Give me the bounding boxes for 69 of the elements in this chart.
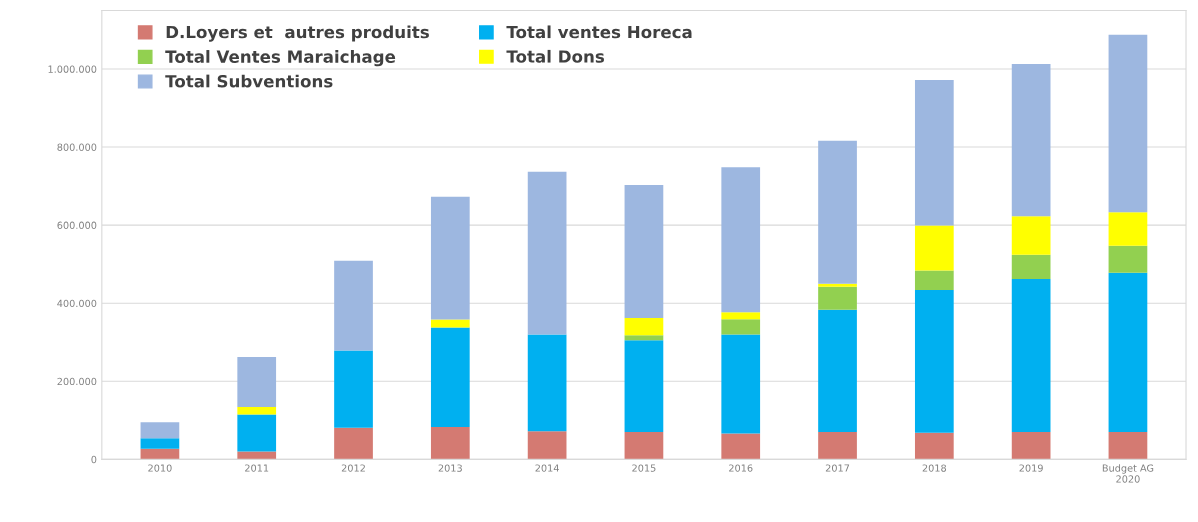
bar (914, 289, 954, 433)
y-tick-label: 400.000 (57, 299, 97, 308)
x-tick-label: 2017 (825, 464, 850, 472)
bar (527, 431, 567, 460)
bar (914, 79, 954, 226)
bar (237, 357, 277, 408)
bar (334, 427, 373, 460)
x-tick-label: 2013 (438, 464, 462, 472)
x-tick-label: 2015 (632, 464, 656, 472)
x-tick-label: 2010 (148, 464, 172, 472)
y-tick-label: 600.000 (57, 221, 97, 229)
legend-label: Total Ventes Maraichage (165, 50, 396, 67)
bar (624, 335, 664, 341)
bar (624, 432, 664, 460)
bar (334, 350, 373, 428)
bar (1011, 279, 1051, 433)
bar (914, 270, 954, 290)
x-tick-label: 2011 (245, 464, 269, 472)
y-tick-label: 200.000 (57, 377, 97, 386)
bar (624, 184, 664, 319)
y-tick-label: 0 (91, 455, 97, 464)
bar (1108, 34, 1148, 213)
bar (914, 432, 954, 460)
bar (140, 438, 180, 449)
bar (140, 448, 180, 460)
bar (721, 433, 761, 460)
x-tick-label: 2016 (729, 464, 753, 472)
y-tick-label: 1.000.000 (48, 65, 97, 73)
bar (140, 422, 180, 439)
bar (1108, 272, 1148, 433)
x-tick-label: 2018 (922, 464, 947, 472)
bar (430, 196, 470, 320)
bar (624, 318, 664, 336)
legend-label: Total Dons (506, 49, 604, 63)
bar (721, 167, 761, 313)
bar (237, 407, 277, 415)
bar (721, 319, 761, 335)
bar (1011, 63, 1051, 217)
bar (818, 140, 857, 284)
x-tick-label: 2014 (535, 464, 559, 472)
bar (527, 171, 567, 335)
bar (430, 319, 470, 328)
bar (818, 309, 857, 433)
bar (1011, 216, 1051, 255)
bar (237, 451, 277, 460)
bar (914, 225, 954, 271)
x-tick-label: 2019 (1019, 464, 1043, 472)
bar (1108, 432, 1148, 460)
bar (818, 283, 857, 287)
bar (1011, 432, 1051, 460)
bar (1011, 254, 1051, 280)
x-tick-label: Budget AG 2020 (1102, 464, 1154, 483)
legend-label: Total Subventions (165, 74, 333, 88)
x-tick-label: 2012 (341, 464, 365, 472)
bar (721, 334, 761, 434)
bar (1108, 245, 1148, 273)
bar (334, 260, 373, 351)
bar (237, 414, 277, 452)
bar (1108, 212, 1148, 246)
legend-label: Total ventes Horeca (506, 25, 692, 39)
bar (430, 426, 470, 460)
bar (721, 312, 761, 320)
y-tick-label: 800.000 (57, 143, 97, 151)
legend-label: D.Loyers et autres produits (166, 25, 429, 42)
bar (430, 327, 470, 427)
bar (818, 286, 857, 310)
bar (527, 334, 567, 432)
bar (818, 432, 857, 460)
bar (624, 340, 664, 433)
